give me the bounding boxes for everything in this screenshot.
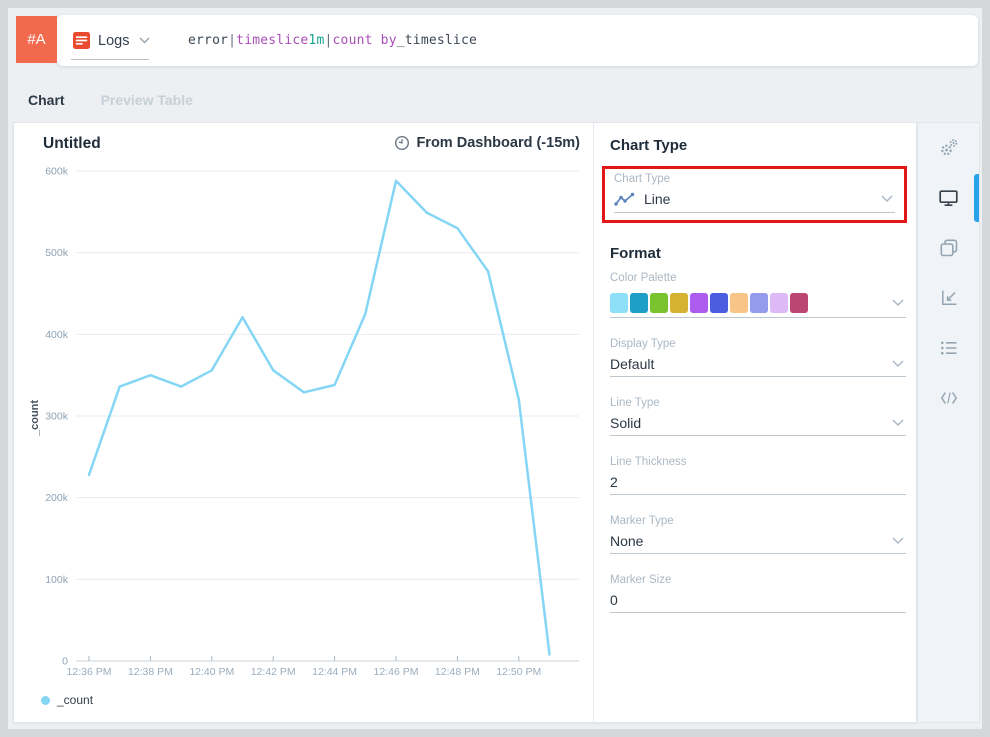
time-range-label: From Dashboard (-15m) [416, 135, 580, 151]
section-title-format: Format [610, 245, 661, 262]
svg-text:600k: 600k [45, 166, 69, 178]
clock-icon [395, 135, 410, 151]
chevron-down-icon [881, 195, 893, 202]
axes-chart-icon[interactable] [918, 273, 979, 323]
field-value: 0 [610, 592, 618, 608]
svg-text:12:38 PM: 12:38 PM [128, 666, 173, 678]
palette-swatch [630, 293, 648, 313]
svg-text:300k: 300k [45, 411, 69, 423]
time-range-control[interactable]: From Dashboard (-15m) [394, 135, 580, 151]
palette-swatch [650, 293, 668, 313]
field-value: Default [610, 356, 655, 372]
chart-settings-panel: Chart Type Chart Type Line Format [593, 123, 918, 722]
palette-swatch [690, 293, 708, 313]
query-token: error [188, 33, 229, 48]
field-label: Marker Type [610, 515, 674, 527]
palette-swatch [750, 293, 768, 313]
palette-swatch [670, 293, 688, 313]
svg-text:12:48 PM: 12:48 PM [435, 666, 480, 678]
tab-preview-table[interactable]: Preview Table [100, 92, 193, 108]
legend-label: _count [57, 693, 94, 707]
svg-text:12:42 PM: 12:42 PM [251, 666, 296, 678]
line-chart-type-icon [614, 192, 635, 206]
chevron-down-icon [892, 537, 904, 544]
panel-badge: #A [16, 16, 57, 63]
chevron-down-icon [892, 299, 904, 306]
marker-type-field[interactable]: Marker Type None [610, 515, 906, 554]
svg-text:12:46 PM: 12:46 PM [374, 666, 419, 678]
view-tabs: Chart Preview Table [13, 92, 193, 126]
query-token: timeslice [236, 33, 309, 48]
query-token: _timeslice [396, 33, 478, 48]
query-token: | [228, 33, 237, 48]
query-token: 1m [308, 33, 325, 48]
svg-text:12:44 PM: 12:44 PM [312, 666, 357, 678]
legend-swatch [41, 695, 50, 705]
right-icon-toolbar [917, 122, 980, 723]
chart-type-field-highlighted[interactable]: Chart Type Line [602, 166, 907, 223]
chart-title: Untitled [43, 135, 101, 152]
chevron-down-icon [892, 419, 904, 426]
query-input[interactable]: error | timeslice 1m | count by _timesli… [188, 15, 477, 66]
settings-gears-icon[interactable] [918, 123, 979, 173]
query-token: count by [332, 33, 397, 48]
palette-swatch [790, 293, 808, 313]
field-value: Solid [610, 415, 642, 431]
svg-text:12:36 PM: 12:36 PM [67, 666, 112, 678]
chevron-down-icon [892, 360, 904, 367]
svg-text:500k: 500k [45, 247, 69, 259]
field-label: Color Palette [610, 272, 677, 284]
list-icon[interactable] [918, 323, 979, 373]
palette-swatch [730, 293, 748, 313]
code-icon[interactable] [918, 373, 979, 423]
field-label: Line Thickness [610, 456, 687, 468]
display-monitor-icon[interactable] [918, 173, 979, 223]
query-bar[interactable]: Logs error | timeslice 1m | count by _ti… [57, 15, 978, 66]
svg-text:100k: 100k [45, 574, 69, 586]
chevron-down-icon [139, 37, 150, 44]
panel-editor-window: #A Logs error | timeslice 1m | count by … [8, 8, 982, 729]
marker-size-field[interactable]: Marker Size 0 [610, 574, 906, 613]
field-value: None [610, 533, 644, 549]
display-type-field[interactable]: Display Type Default [610, 338, 906, 377]
svg-text:12:50 PM: 12:50 PM [496, 666, 541, 678]
field-value: 2 [610, 474, 618, 490]
field-label: Display Type [610, 338, 676, 350]
line-chart[interactable]: 0 100k 200k 300k 400k 500k 600k 12:36 PM 12:38 P… [14, 155, 593, 695]
section-title-chart-type: Chart Type [610, 137, 688, 154]
source-type-label: Logs [98, 32, 130, 49]
palette-swatch [770, 293, 788, 313]
palette-swatch [610, 293, 628, 313]
color-palette-field[interactable]: Color Palette [610, 272, 906, 318]
palette-swatch [710, 293, 728, 313]
svg-text:400k: 400k [45, 329, 69, 341]
field-label: Chart Type [614, 173, 671, 185]
source-type-dropdown[interactable]: Logs [73, 15, 150, 66]
line-type-field[interactable]: Line Type Solid [610, 397, 906, 436]
field-label: Line Type [610, 397, 660, 409]
chart-type-value: Line [644, 191, 671, 207]
logs-icon [73, 32, 90, 49]
svg-text:12:40 PM: 12:40 PM [189, 666, 234, 678]
query-token: | [324, 33, 333, 48]
tab-chart[interactable]: Chart [13, 92, 72, 126]
svg-text:200k: 200k [45, 492, 69, 504]
line-thickness-field[interactable]: Line Thickness 2 [610, 456, 906, 495]
chart-legend: _count [41, 693, 93, 707]
duplicate-icon[interactable] [918, 223, 979, 273]
field-label: Marker Size [610, 574, 672, 586]
svg-text:0: 0 [62, 656, 68, 668]
dropdown-underline [71, 59, 149, 60]
